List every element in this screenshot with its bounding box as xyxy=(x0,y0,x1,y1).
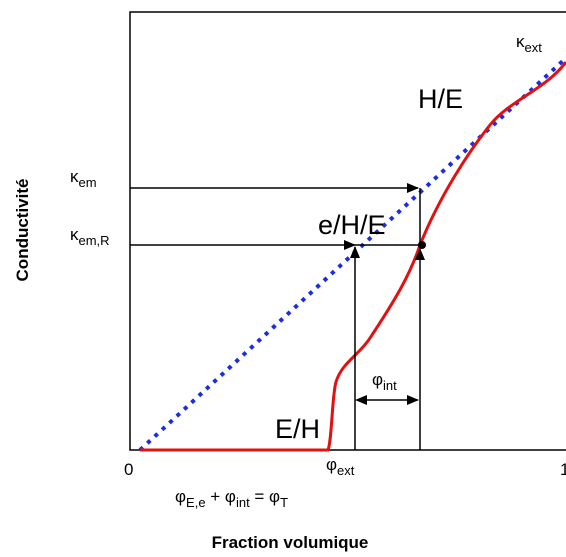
x-start: 0 xyxy=(124,460,133,479)
x-axis-label: Fraction volumique xyxy=(212,533,369,552)
kappa-em-r: κem,R xyxy=(70,225,110,248)
kappa-em: κem xyxy=(70,167,97,190)
phi-int: φint xyxy=(372,370,397,393)
kappa-ext: κext xyxy=(516,32,542,55)
arrow-head xyxy=(355,395,367,405)
region-label: E/H xyxy=(275,414,320,444)
region-label: H/E xyxy=(418,84,463,114)
dotted-line xyxy=(138,56,566,452)
red-curve xyxy=(140,61,566,452)
x-end: 1 xyxy=(560,460,566,479)
y-axis-label: Conductivité xyxy=(13,179,32,282)
formula: φE,e + φint = φT xyxy=(175,487,288,510)
region-label: e/H/E xyxy=(318,210,386,240)
phi-ext: φext xyxy=(326,455,355,478)
point xyxy=(418,241,426,249)
